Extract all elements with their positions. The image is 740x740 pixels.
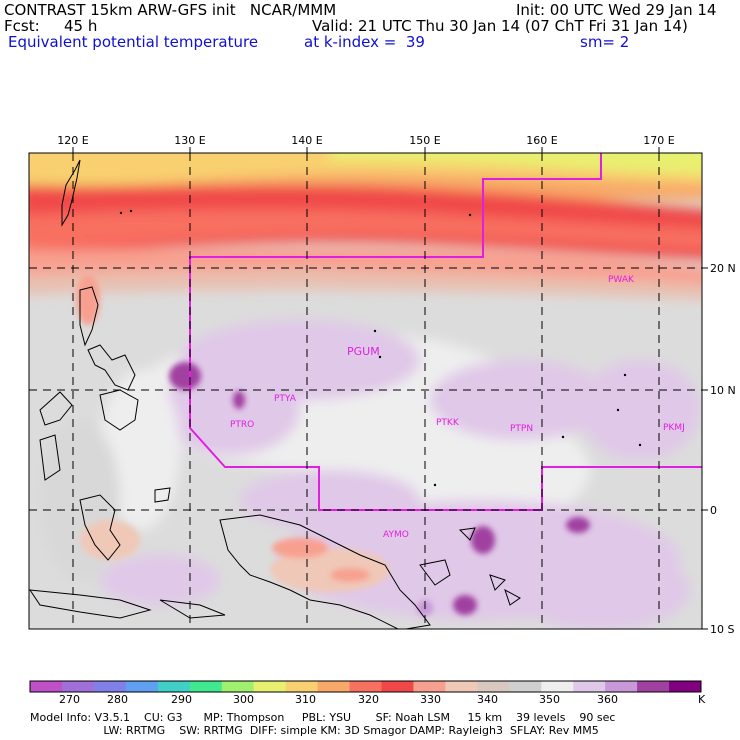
station-ptro: PTRO	[230, 420, 254, 430]
model-info-line2: LW: RRTMG SW: RRTMG DIFF: simple KM: 3D …	[30, 724, 599, 737]
colorbar-swatch	[637, 681, 670, 692]
colorbar-swatch	[605, 681, 638, 692]
colorbar-swatch	[61, 681, 95, 692]
lon-label-170: 170 E	[643, 134, 674, 147]
lat-label-10n: 10 N	[710, 384, 736, 397]
lat-label-10s: 10 S	[710, 623, 734, 636]
colorbar-swatch	[30, 681, 63, 692]
colorbar-label-310: 310	[295, 693, 316, 706]
small-islands	[119, 209, 642, 487]
colorbar-swatch	[477, 681, 510, 692]
lon-label-160: 160 E	[526, 134, 557, 147]
colorbar-label-290: 290	[171, 693, 192, 706]
colorbar-unit: K	[698, 693, 706, 706]
colorbar-swatch	[669, 681, 702, 692]
colorbar-swatch	[413, 681, 446, 692]
colorbar-swatch	[189, 681, 223, 692]
lon-label-130: 130 E	[174, 134, 205, 147]
colorbar-label-280: 280	[107, 693, 128, 706]
model-title: CONTRAST 15km ARW-GFS init NCAR/MMM	[4, 1, 337, 19]
colorbar-swatch	[541, 681, 574, 692]
colorbar-frame	[29, 680, 702, 693]
station-aymo: AYMO	[383, 530, 409, 540]
lat-label-0: 0	[710, 504, 717, 517]
smooth-text: sm= 2	[580, 33, 630, 51]
station-ptkk: PTKK	[436, 418, 460, 428]
graticule	[29, 153, 702, 629]
colorbar-label-270: 270	[59, 693, 80, 706]
colorbar-swatch	[317, 681, 351, 692]
lon-label-150: 150 E	[409, 134, 440, 147]
colorbar	[30, 681, 702, 692]
station-ptpn: PTPN	[510, 424, 533, 434]
forecast-label: Fcst:	[4, 17, 40, 35]
colorbar-swatch	[125, 681, 159, 692]
colorbar-label-300: 300	[233, 693, 254, 706]
theta-e-field	[29, 153, 702, 629]
map-frame	[28, 152, 703, 630]
coastlines	[29, 159, 521, 629]
station-pkmj: PKMJ	[663, 423, 685, 433]
colorbar-label-360: 360	[597, 693, 618, 706]
valid-time: Valid: 21 UTC Thu 30 Jan 14 (07 ChT Fri …	[312, 17, 688, 35]
lon-label-140: 140 E	[291, 134, 322, 147]
colorbar-swatch	[253, 681, 287, 692]
level-text: at k-index = 39	[304, 33, 425, 51]
colorbar-swatch	[349, 681, 382, 692]
domain-boundary	[189, 153, 702, 511]
lon-label-120: 120 E	[57, 134, 88, 147]
colorbar-label-320: 320	[358, 693, 379, 706]
station-pwak: PWAK	[608, 275, 635, 285]
model-info-line1: Model Info: V3.5.1 CU: G3 MP: Thompson P…	[30, 711, 616, 724]
station-ptya: PTYA	[274, 394, 297, 404]
colorbar-swatch	[381, 681, 414, 692]
field-name: Equivalent potential temperature	[8, 33, 259, 51]
colorbar-label-330: 330	[420, 693, 441, 706]
colorbar-swatch	[573, 681, 606, 692]
forecast-hour: 45 h	[64, 17, 98, 35]
colorbar-swatch	[445, 681, 478, 692]
init-time: Init: 00 UTC Wed 29 Jan 14	[516, 1, 717, 19]
colorbar-label-340: 340	[477, 693, 498, 706]
colorbar-label-350: 350	[539, 693, 560, 706]
station-pgum: PGUM	[347, 345, 380, 358]
colorbar-swatch	[93, 681, 127, 692]
colorbar-swatch	[509, 681, 542, 692]
colorbar-swatch	[157, 681, 191, 692]
colorbar-swatch	[221, 681, 255, 692]
colorbar-swatch	[285, 681, 319, 692]
lat-label-20n: 20 N	[710, 262, 736, 275]
